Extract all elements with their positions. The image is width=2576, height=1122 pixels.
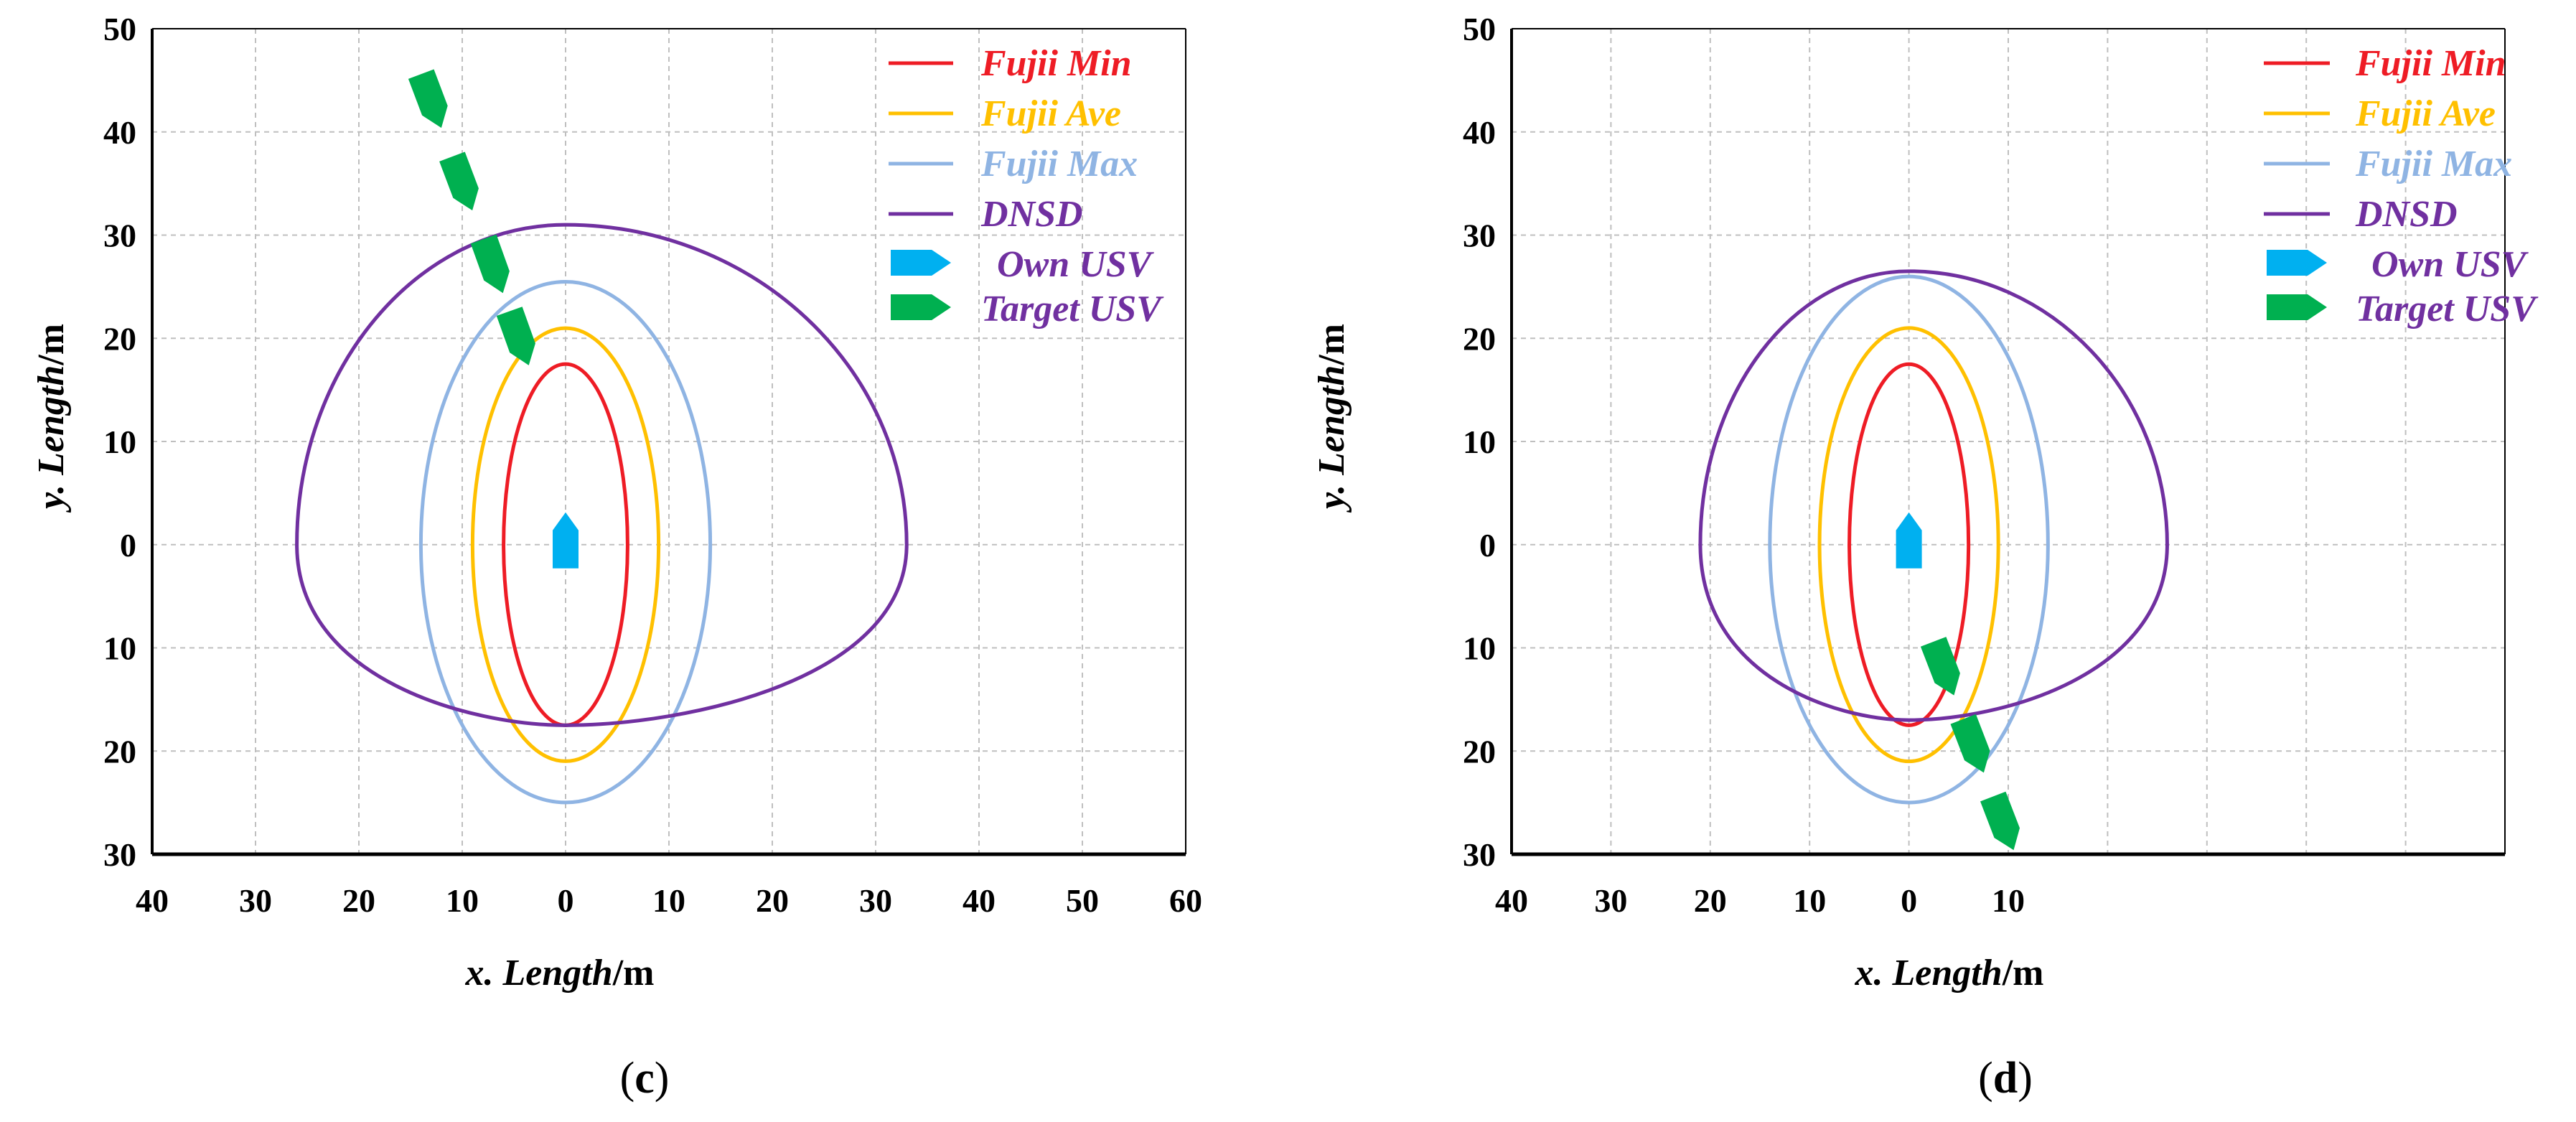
legend-target-usv-swatch [2267,294,2327,320]
legend-label: DNSD [2355,194,2458,235]
legend-target-usv-swatch [891,294,951,320]
legend-own-usv-swatch [891,250,951,276]
legend: Fujii Min Fujii Ave Fujii Max DNSD Own USVTa… [889,43,1164,329]
y-tick-label: 20 [103,320,136,357]
y-tick-label: 30 [1463,218,1496,254]
x-tick-label: 10 [1793,882,1826,919]
series-layer [1698,269,2169,851]
x-tick-label: 0 [558,882,574,919]
series-layer [295,69,909,805]
legend-label: Own USV [997,244,1155,285]
target-usv-marker [408,69,448,128]
grid [1512,29,2505,854]
y-tick-label: 30 [103,836,136,873]
y-tick-label: 10 [1463,630,1496,667]
x-tick-label: 30 [859,882,892,919]
own-usv-marker [553,512,579,569]
x-tick-label: 60 [1169,882,1202,919]
x-tick-label: 20 [756,882,789,919]
legend-label: Own USV [2371,244,2529,285]
y-tick-label: 20 [1463,733,1496,770]
legend: Fujii Min Fujii Ave Fujii Max DNSD Own USVTa… [2264,43,2539,329]
target-usv-marker [496,307,535,365]
x-tick-label: 40 [1495,882,1528,919]
series-fujii-max [418,279,713,805]
panel-caption: (c) [620,1054,670,1103]
x-tick-label: 10 [1992,882,2025,919]
y-tick-label: 40 [103,114,136,151]
target-usv-marker [470,234,510,294]
chart-panel-c: 50 40 30 20 10 0 10 20 30 40 30 20 10 0 10 20 30 40 50 60 F… [0,0,1288,1118]
y-tick-label: 50 [1463,11,1496,47]
x-axis-label: x. Length/m [465,953,655,994]
x-tick-label: 30 [1594,882,1627,919]
series-dnsd [1698,269,2169,722]
x-axis-label: x. Length/m [1855,953,2044,994]
legend-label: Fujii Min [980,43,1132,84]
x-tick-label: 30 [239,882,272,919]
x-tick-label: 50 [1066,882,1099,919]
axes [1510,28,2506,856]
series-fujii-min [1847,362,1971,727]
legend-label: Fujii Max [2355,144,2512,184]
target-usv-marker [439,151,479,211]
y-tick-label: 20 [1463,320,1496,357]
target-usv-marker [1950,714,1990,773]
legend-label: Fujii Max [980,144,1138,184]
x-tick-label: 20 [1694,882,1727,919]
y-tick-label: 0 [1479,527,1496,564]
tick-labels: 50 40 30 20 10 0 10 20 30 40 30 20 10 0 10 [1463,11,2025,919]
x-tick-label: 40 [963,882,996,919]
y-axis-label: y. Length/m [1311,324,1352,513]
axes [151,28,1186,856]
y-tick-label: 50 [103,11,136,47]
own-usv-marker [1896,512,1922,569]
y-tick-label: 30 [1463,836,1496,873]
y-tick-label: 0 [120,527,136,564]
y-tick-label: 40 [1463,114,1496,151]
x-tick-label: 40 [136,882,169,919]
y-tick-label: 10 [1463,424,1496,460]
legend-label: Fujii Ave [2355,93,2496,134]
legend-label: DNSD [980,194,1083,235]
y-tick-label: 10 [103,630,136,667]
series-fujii-min [502,362,629,727]
legend-label: Fujii Ave [980,93,1121,134]
legend-label: Target USV [2356,289,2539,329]
y-tick-label: 20 [103,733,136,770]
chart-panel-d: 50 40 30 20 10 0 10 20 30 40 30 20 10 0 10 Fujii Min Fu… [1288,0,2575,1118]
x-tick-label: 0 [1901,882,1917,919]
series-fujii-ave [470,326,661,764]
legend-label: Target USV [981,289,1164,329]
legend-own-usv-swatch [2267,250,2327,276]
series-dnsd [295,223,909,727]
x-tick-label: 10 [446,882,479,919]
target-usv-marker [1980,791,2020,851]
y-tick-label: 30 [103,218,136,254]
target-usv-marker [1920,637,1960,696]
y-axis-label: y. Length/m [31,324,72,513]
x-tick-label: 20 [342,882,375,919]
y-tick-label: 10 [103,424,136,460]
panel-caption: (d) [1978,1054,2033,1103]
x-tick-label: 10 [652,882,685,919]
grid [152,29,1186,854]
legend-label: Fujii Min [2355,43,2506,84]
